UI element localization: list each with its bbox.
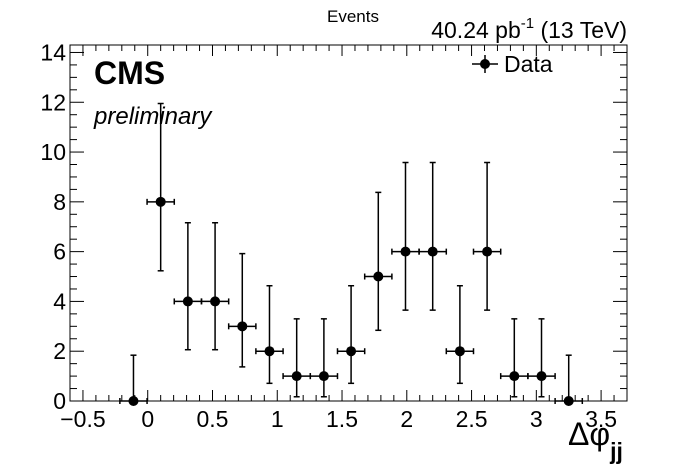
data-point — [227, 252, 257, 368]
data-point — [119, 354, 148, 406]
data-marker — [182, 296, 193, 307]
data-marker — [482, 246, 493, 257]
x-tick-label: −0.5 — [60, 406, 105, 432]
y-tick-label: 0 — [53, 388, 66, 414]
cms-label: CMS — [94, 55, 165, 91]
data-point — [336, 284, 366, 385]
y-tick-label: 12 — [40, 89, 66, 115]
legend-label-data: Data — [504, 51, 553, 77]
data-marker — [400, 246, 411, 257]
data-marker — [509, 371, 520, 382]
x-tick-label: 2.5 — [456, 406, 488, 432]
preliminary-label: preliminary — [93, 103, 213, 130]
data-point — [282, 318, 312, 398]
data-marker — [454, 346, 465, 357]
data-points — [119, 102, 584, 406]
data-marker — [291, 371, 302, 382]
data-point — [499, 318, 529, 398]
data-marker — [264, 346, 275, 357]
legend: Data — [472, 51, 553, 77]
data-point — [146, 102, 176, 272]
plot-frame — [69, 44, 628, 402]
data-point — [445, 284, 475, 385]
data-marker — [346, 346, 357, 357]
x-tick-label: 3.5 — [585, 406, 617, 432]
data-point — [418, 161, 448, 311]
data-marker — [427, 246, 438, 257]
x-axis-title: Δφjj — [568, 416, 623, 464]
data-point — [309, 318, 339, 398]
data-marker — [373, 271, 384, 282]
data-point — [255, 284, 284, 385]
data-point — [554, 354, 584, 406]
x-tick-label: 0 — [141, 406, 154, 432]
data-marker — [128, 396, 139, 406]
x-tick-label: 1 — [271, 406, 284, 432]
data-point — [173, 222, 203, 351]
data-point — [363, 191, 393, 332]
y-tick-label: 10 — [40, 139, 66, 165]
data-marker — [210, 296, 221, 307]
y-tick-label: 4 — [53, 288, 66, 314]
data-marker — [536, 371, 547, 382]
y-tick-label: 14 — [40, 39, 66, 65]
data-marker — [563, 396, 574, 406]
luminosity-label: 40.24 pb-1 (13 TeV) — [431, 15, 627, 43]
x-tick-label: 1.5 — [326, 406, 358, 432]
data-marker — [318, 371, 329, 382]
data-point — [200, 222, 230, 351]
x-tick-label: 2 — [400, 406, 413, 432]
data-point — [527, 318, 556, 398]
y-tick-label: 8 — [53, 189, 66, 215]
x-tick-label: 0.5 — [196, 406, 228, 432]
y-axis-title: Events — [327, 7, 379, 26]
y-tick-label: 2 — [53, 338, 66, 364]
legend-marker — [480, 59, 490, 69]
data-marker — [155, 196, 166, 207]
data-marker — [237, 321, 248, 332]
y-tick-label: 6 — [53, 239, 66, 265]
data-point — [472, 161, 502, 311]
x-tick-label: 3 — [530, 406, 543, 432]
